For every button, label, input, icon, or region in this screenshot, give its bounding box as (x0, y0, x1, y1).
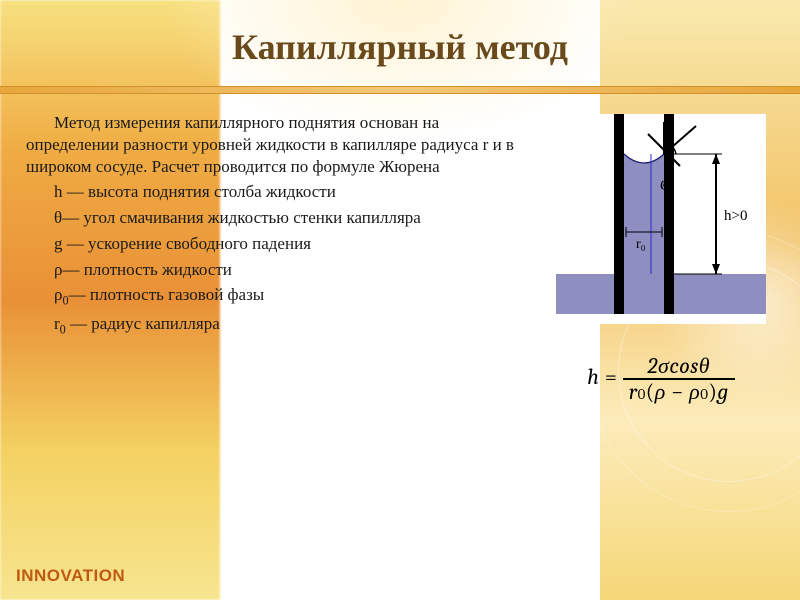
def-g: g — ускорение свободного падения (26, 233, 526, 255)
den-minus: − (666, 379, 689, 405)
lead-paragraph: Метод измерения капиллярного поднятия ос… (26, 112, 526, 177)
h-label: h>0 (724, 208, 747, 224)
den-rho0: ρ (689, 379, 700, 405)
den-g: g (717, 379, 728, 405)
def-rho: ρ— плотность жидкости (26, 259, 526, 281)
formula-num: 2σcosθ (647, 353, 710, 379)
den-r: r (629, 379, 638, 405)
rho0-text: — плотность газовой фазы (69, 285, 265, 304)
capillary-diagram: Θ r₀ h>0 (556, 114, 766, 324)
formula-fraction: 2σcosθ r0(ρ − ρ0)g (623, 354, 735, 404)
jurin-formula: h = 2σcosθ r0(ρ − ρ0)g (581, 350, 740, 408)
body-text: Метод измерения капиллярного поднятия ос… (26, 112, 526, 408)
den-open: ( (646, 379, 655, 405)
title-divider (0, 86, 800, 94)
brand-label: INNOVATION (16, 566, 125, 586)
def-h: h — высота поднятия столба жидкости (26, 181, 526, 203)
def-theta: θ— угол смачивания жидкостью стенки капи… (26, 207, 526, 229)
r0-text: — радиус капилляра (66, 314, 220, 333)
formula-eq: = (599, 364, 622, 390)
def-r0: r0 — радиус капилляра (26, 313, 526, 338)
den-r-sub: 0 (638, 386, 646, 403)
den-rho: ρ (655, 379, 666, 405)
den-close: ) (708, 379, 717, 405)
formula-lhs: h (587, 364, 599, 390)
r0-label: r₀ (636, 237, 646, 252)
angle-label: Θ (660, 178, 671, 194)
def-rho0: ρ0— плотность газовой фазы (26, 284, 526, 309)
page-title: Капиллярный метод (0, 0, 800, 86)
